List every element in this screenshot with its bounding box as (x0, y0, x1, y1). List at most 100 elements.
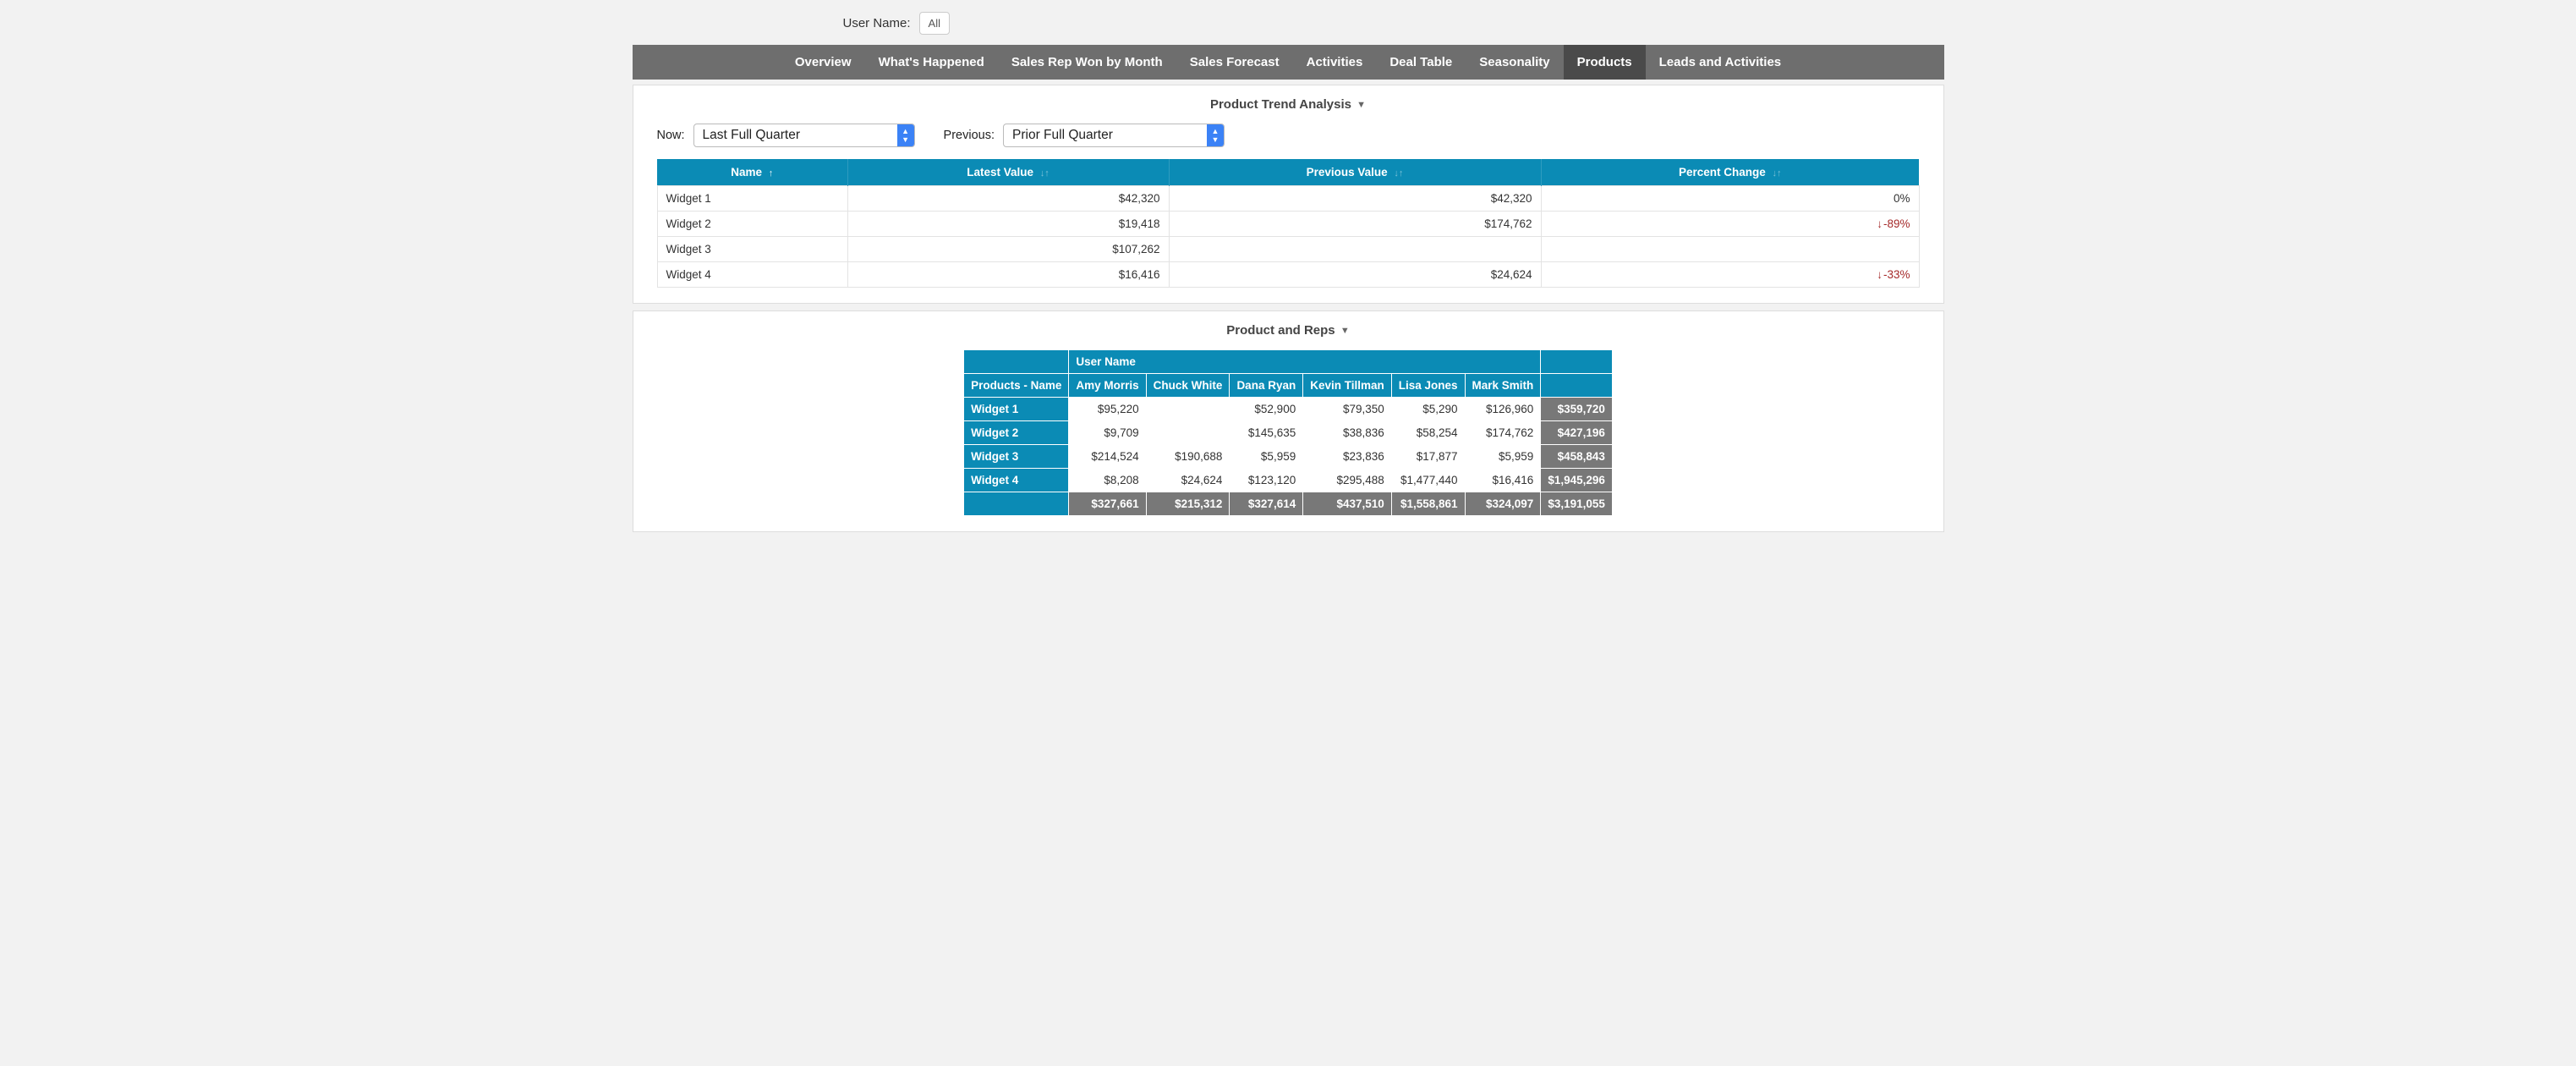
col-latest[interactable]: Latest Value ↓↑ (847, 159, 1169, 186)
user-name-select[interactable]: All (919, 12, 950, 35)
cell-change: -33% (1541, 262, 1919, 288)
pivot-cell: $17,877 (1391, 445, 1465, 469)
table-row: Widget 2$19,418$174,762-89% (657, 212, 1919, 237)
col-previous[interactable]: Previous Value ↓↑ (1169, 159, 1541, 186)
pivot-cell (1146, 421, 1230, 445)
pivot-cell: $24,624 (1146, 469, 1230, 492)
pivot-row-total: $359,720 (1541, 398, 1613, 421)
pivot-cell: $52,900 (1230, 398, 1303, 421)
pivot-col-header: Chuck White (1146, 374, 1230, 398)
now-label: Now: (657, 129, 685, 142)
pivot-cell: $79,350 (1303, 398, 1392, 421)
pivot-grand-total: $3,191,055 (1541, 492, 1613, 516)
pivot-cell: $95,220 (1069, 398, 1146, 421)
pivot-total-header (1541, 350, 1613, 374)
caret-down-icon: ▼ (1357, 100, 1366, 110)
pivot-row-label: Widget 3 (964, 445, 1069, 469)
previous-select[interactable]: Prior Full Quarter ▲▼ (1003, 124, 1225, 147)
cell-latest: $42,320 (847, 186, 1169, 212)
pivot-row: Widget 1$95,220 $52,900$79,350$5,290$126,… (964, 398, 1613, 421)
pivot-cell: $1,477,440 (1391, 469, 1465, 492)
pivot-col-total: $437,510 (1303, 492, 1392, 516)
pivot-cell: $58,254 (1391, 421, 1465, 445)
pivot-cell: $9,709 (1069, 421, 1146, 445)
pivot-total-header (1541, 374, 1613, 398)
cell-change: 0% (1541, 186, 1919, 212)
cell-name: Widget 3 (657, 237, 847, 262)
pivot-footer-label (964, 492, 1069, 516)
nav-tab[interactable]: Sales Rep Won by Month (998, 45, 1176, 80)
nav-tab[interactable]: Sales Forecast (1176, 45, 1293, 80)
cell-name: Widget 1 (657, 186, 847, 212)
pivot-row-label: Widget 4 (964, 469, 1069, 492)
sort-icon: ↓↑ (1394, 168, 1403, 179)
pivot-col-total: $1,558,861 (1391, 492, 1465, 516)
table-row: Widget 3$107,262 (657, 237, 1919, 262)
period-selectors: Now: Last Full Quarter ▲▼ Previous: Prio… (642, 124, 1935, 159)
updown-icon: ▲▼ (1207, 124, 1224, 146)
sort-asc-icon: ↑ (769, 168, 774, 179)
pivot-cell: $38,836 (1303, 421, 1392, 445)
pivot-super-header: User Name (1069, 350, 1541, 374)
trend-panel-title-text: Product Trend Analysis (1210, 97, 1351, 112)
previous-select-value: Prior Full Quarter (1004, 124, 1207, 146)
cell-previous: $42,320 (1169, 186, 1541, 212)
pivot-cell: $190,688 (1146, 445, 1230, 469)
pivot-cell: $174,762 (1465, 421, 1541, 445)
trend-table: Name ↑ Latest Value ↓↑ Previous Value ↓↑… (657, 159, 1920, 288)
pivot-row: Widget 4$8,208$24,624$123,120$295,488$1,… (964, 469, 1613, 492)
pivot-row-total: $458,843 (1541, 445, 1613, 469)
pivot-col-header: Amy Morris (1069, 374, 1146, 398)
pivot-col-total: $327,661 (1069, 492, 1146, 516)
nav-tab[interactable]: Seasonality (1466, 45, 1563, 80)
pivot-panel-title-text: Product and Reps (1226, 323, 1335, 338)
trend-panel-title[interactable]: Product Trend Analysis ▼ (642, 97, 1935, 112)
now-select[interactable]: Last Full Quarter ▲▼ (693, 124, 915, 147)
pivot-cell: $214,524 (1069, 445, 1146, 469)
pivot-cell: $23,836 (1303, 445, 1392, 469)
nav-tab[interactable]: What's Happened (865, 45, 998, 80)
col-name[interactable]: Name ↑ (657, 159, 847, 186)
pivot-col-total: $327,614 (1230, 492, 1303, 516)
pivot-table: User Name Products - NameAmy MorrisChuck… (963, 349, 1613, 516)
nav-tab[interactable]: Leads and Activities (1646, 45, 1795, 80)
cell-latest: $16,416 (847, 262, 1169, 288)
pivot-cell: $16,416 (1465, 469, 1541, 492)
sort-icon: ↓↑ (1773, 168, 1782, 179)
cell-latest: $19,418 (847, 212, 1169, 237)
col-change[interactable]: Percent Change ↓↑ (1541, 159, 1919, 186)
pivot-row-total: $1,945,296 (1541, 469, 1613, 492)
pivot-col-header: Dana Ryan (1230, 374, 1303, 398)
pivot-row-label: Widget 1 (964, 398, 1069, 421)
pivot-row-total: $427,196 (1541, 421, 1613, 445)
cell-name: Widget 2 (657, 212, 847, 237)
pivot-row: Widget 3$214,524$190,688$5,959$23,836$17… (964, 445, 1613, 469)
pivot-cell: $8,208 (1069, 469, 1146, 492)
pivot-col-total: $215,312 (1146, 492, 1230, 516)
nav-tab[interactable]: Deal Table (1376, 45, 1466, 80)
cell-previous: $174,762 (1169, 212, 1541, 237)
pivot-corner (964, 350, 1069, 374)
pivot-cell (1146, 398, 1230, 421)
nav-tab[interactable]: Activities (1293, 45, 1377, 80)
cell-name: Widget 4 (657, 262, 847, 288)
pivot-col-header: Mark Smith (1465, 374, 1541, 398)
pivot-row-header-label: Products - Name (964, 374, 1069, 398)
cell-previous: $24,624 (1169, 262, 1541, 288)
cell-latest: $107,262 (847, 237, 1169, 262)
sort-icon: ↓↑ (1040, 168, 1050, 179)
pivot-cell: $5,290 (1391, 398, 1465, 421)
pivot-cell: $295,488 (1303, 469, 1392, 492)
pivot-cell: $126,960 (1465, 398, 1541, 421)
pivot-panel-title[interactable]: Product and Reps ▼ (642, 323, 1935, 338)
nav-tab[interactable]: Overview (781, 45, 865, 80)
previous-label: Previous: (944, 129, 995, 142)
nav-tab[interactable]: Products (1564, 45, 1646, 80)
nav-tabs: OverviewWhat's HappenedSales Rep Won by … (633, 45, 1944, 80)
pivot-col-header: Kevin Tillman (1303, 374, 1392, 398)
pivot-col-header: Lisa Jones (1391, 374, 1465, 398)
now-select-value: Last Full Quarter (694, 124, 897, 146)
pivot-row-label: Widget 2 (964, 421, 1069, 445)
table-row: Widget 4$16,416$24,624-33% (657, 262, 1919, 288)
pivot-cell: $123,120 (1230, 469, 1303, 492)
